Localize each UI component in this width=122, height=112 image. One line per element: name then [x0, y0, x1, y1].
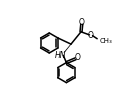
- Text: O: O: [88, 30, 94, 39]
- Text: O: O: [79, 18, 85, 27]
- Text: O: O: [74, 53, 80, 62]
- Polygon shape: [64, 45, 71, 53]
- Text: CH₃: CH₃: [99, 37, 112, 43]
- Text: HN: HN: [54, 50, 66, 59]
